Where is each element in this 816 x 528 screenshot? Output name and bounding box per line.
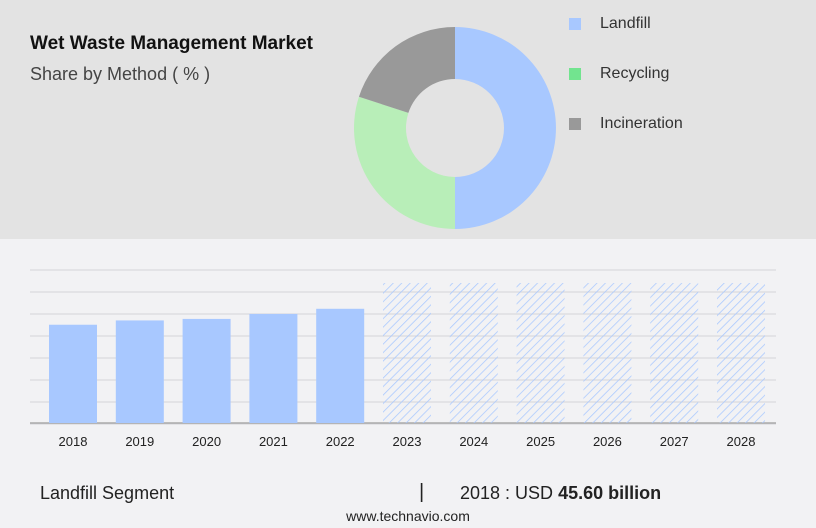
legend-swatch (569, 68, 581, 80)
legend-item-incineration: Incineration (569, 115, 683, 133)
segment-label: Landfill Segment (40, 483, 175, 503)
site-url: www.technavio.com (346, 508, 470, 524)
x-tick-label: 2024 (459, 434, 488, 449)
bar-2022 (316, 308, 365, 423)
legend-label: Recycling (600, 65, 670, 82)
bar-forecast-2023 (383, 283, 431, 423)
legend-swatch (569, 118, 581, 130)
x-tick-label: 2025 (526, 434, 555, 449)
bar-2021 (249, 313, 298, 423)
bar-forecast-2025 (516, 283, 565, 423)
legend-item-landfill: Landfill (569, 15, 651, 33)
legend-label: Landfill (600, 15, 651, 32)
bar-2018 (49, 324, 97, 423)
x-tick-label: 2026 (593, 434, 622, 449)
bar-forecast-2027 (650, 283, 699, 423)
donut-slice-landfill (455, 27, 556, 229)
x-tick-label: 2018 (59, 434, 88, 449)
x-tick-label: 2022 (326, 434, 355, 449)
donut-slice-recycling (353, 96, 455, 230)
legend-label: Incineration (600, 115, 683, 132)
bar-2019 (115, 320, 164, 423)
bar-chart: 2018 2019 2020 2021 2022 2023 2024 2025 2026 2027… (30, 269, 776, 449)
bar-2020 (182, 318, 231, 423)
x-tick-label: 2023 (393, 434, 422, 449)
bar-forecast-2024 (449, 283, 498, 423)
bar-forecast-2028 (717, 283, 765, 423)
bar-forecast-2026 (583, 283, 632, 423)
donut-chart (353, 27, 556, 230)
legend-swatch (569, 18, 581, 30)
legend-item-recycling: Recycling (569, 65, 669, 83)
segment-value: 2018 : USD 45.60 billion (460, 483, 661, 504)
x-tick-label: 2020 (192, 434, 221, 449)
x-tick-label: 2028 (727, 434, 756, 449)
chart-title: Wet Waste Management Market (30, 33, 313, 54)
chart-subtitle: Share by Method ( % ) (30, 64, 211, 84)
separator: | (419, 481, 425, 503)
donut-slice-incineration (358, 27, 455, 113)
x-tick-label: 2027 (660, 434, 689, 449)
year-label: 2018 : USD (460, 483, 554, 503)
value-text: 45.60 billion (558, 483, 662, 503)
x-tick-label: 2021 (259, 434, 288, 449)
x-tick-label: 2019 (125, 434, 154, 449)
